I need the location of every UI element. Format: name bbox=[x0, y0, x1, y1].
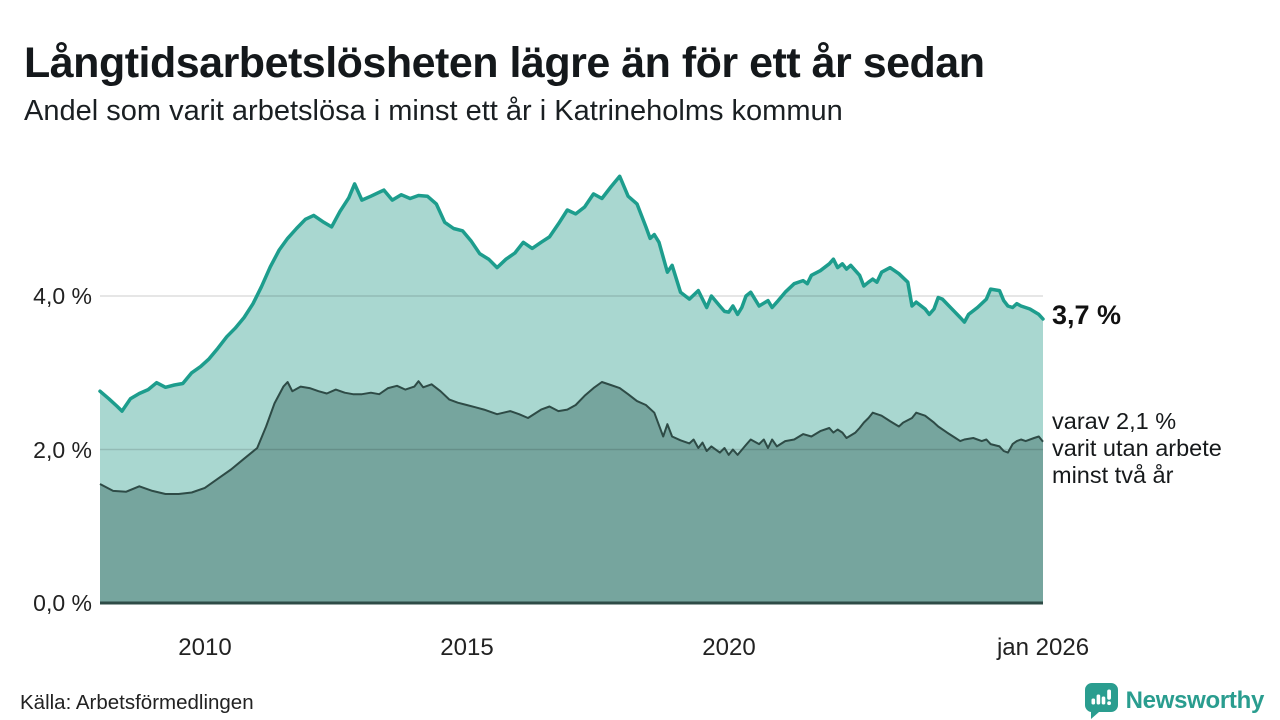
page-title: Långtidsarbetslösheten lägre än för ett … bbox=[24, 38, 985, 87]
x-tick-label-2015: 2015 bbox=[440, 634, 494, 661]
chart-subtitle: Andel som varit arbetslösa i minst ett å… bbox=[24, 95, 843, 127]
source-note: Källa: Arbetsförmedlingen bbox=[20, 691, 254, 714]
area-two-years bbox=[100, 381, 1043, 603]
newsworthy-logo: Newsworthy bbox=[1084, 683, 1265, 719]
annotation-line: varav 2,1 % bbox=[1052, 408, 1177, 434]
series-end-value-total: 3,7 % bbox=[1052, 300, 1122, 330]
line-two-years bbox=[99, 380, 1044, 495]
annotation-line: minst två år bbox=[1052, 462, 1174, 488]
y-tick-label-0: 0,0 % bbox=[33, 590, 92, 616]
line-total-one-year bbox=[98, 174, 1045, 413]
y-tick-label-4: 4,0 % bbox=[33, 283, 92, 309]
annotation-line: varit utan arbete bbox=[1052, 435, 1222, 461]
x-tick-label-jan-2026: jan 2026 bbox=[996, 634, 1090, 661]
y-tick-label-2: 2,0 % bbox=[33, 437, 92, 463]
x-tick-label-2010: 2010 bbox=[178, 634, 232, 661]
newsworthy-wordmark: Newsworthy bbox=[1125, 687, 1265, 714]
newsworthy-bubble-icon bbox=[1084, 683, 1118, 719]
x-tick-label-2020: 2020 bbox=[702, 634, 756, 661]
series-end-value-two-years: varav 2,1 % varit utan arbete minst två … bbox=[1052, 408, 1276, 489]
